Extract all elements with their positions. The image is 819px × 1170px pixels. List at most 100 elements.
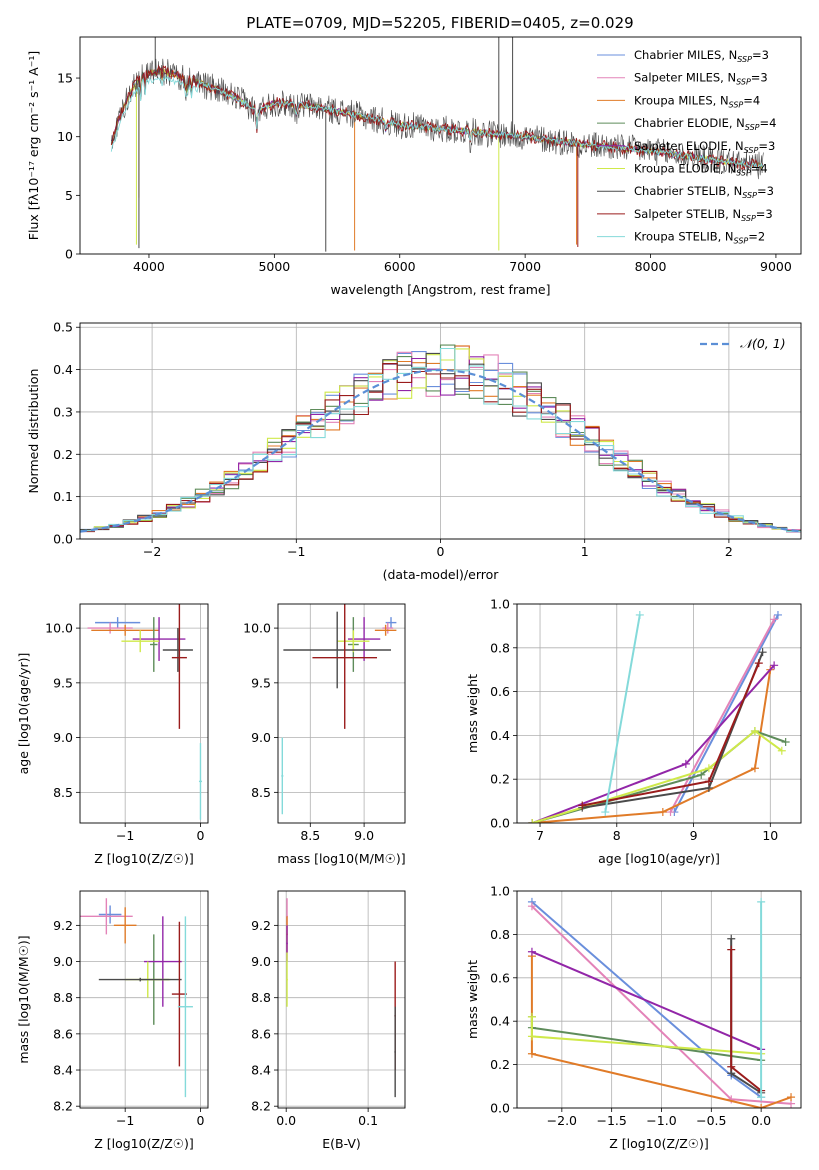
panel-age-vs-Z: −1 0 8.5 9.0 9.5 10.0 Z [log10(Z/Z☉)] age [log1… xyxy=(16,603,209,866)
y-axis-label: mass weight xyxy=(465,674,480,753)
legend-count: =4 xyxy=(760,116,777,130)
axes-frame xyxy=(516,603,802,824)
y-tick-label: 9.0 xyxy=(251,954,271,969)
weight-marker-kroupa_elodie xyxy=(704,764,713,773)
weight-marker-kroupa_miles xyxy=(757,1104,766,1108)
weight-marker-kroupa_miles xyxy=(658,808,667,817)
weight-line-kroupa_stelib xyxy=(604,614,641,813)
weight-marker-kroupa_stelib xyxy=(601,808,610,817)
x-tick-label: −1.5 xyxy=(596,1113,626,1128)
x-tick-label: 2 xyxy=(725,544,733,559)
weight-marker-salpeter_stelib xyxy=(578,801,587,810)
x-tick-label: 0.0 xyxy=(751,1113,771,1128)
x-tick-label: 7 xyxy=(536,828,544,843)
weight-line-kroupa_miles xyxy=(530,956,792,1108)
x-tick-label: 0 xyxy=(196,1113,204,1128)
weight-marker-salpeter_elodie xyxy=(527,947,536,956)
y-axis-label: Flux [fλ10⁻¹⁷ erg cm⁻² s⁻¹ A⁻¹] xyxy=(26,51,41,240)
x-axis-label: Z [log10(Z/Z☉)] xyxy=(94,851,194,866)
weight-line-salpeter_miles xyxy=(669,618,775,813)
x-axis-label: age [log10(age/yr)] xyxy=(598,851,720,866)
y-tick-label: 1.0 xyxy=(490,884,510,899)
axes-frame xyxy=(79,36,802,255)
y-tick-label: 0.5 xyxy=(53,320,73,335)
y-tick-label: 9.2 xyxy=(53,918,73,933)
y-axis-label: Normed distribution xyxy=(26,369,41,494)
y-tick-label: 0.6 xyxy=(490,970,510,985)
y-tick-label: 10 xyxy=(57,129,73,144)
spectrum-line-kroupa_stelib xyxy=(110,75,763,169)
legend-label-chabrier_miles: Chabrier MILES, NSSP=3 xyxy=(634,48,769,64)
legend-subscript: SSP xyxy=(737,55,752,64)
weight-marker-kroupa_miles xyxy=(787,1093,796,1102)
x-axis-label: Z [log10(Z/Z☉)] xyxy=(94,1136,194,1151)
legend-subscript: SSP xyxy=(741,214,756,223)
plot-area xyxy=(281,604,397,815)
axes-frame xyxy=(277,890,406,1109)
x-tick-label: 8.5 xyxy=(300,828,320,843)
panel-weight-vs-Z: −2.0 −1.5 −1.0 −0.5 0.0 0.0 0.2 0.4 0.6 0.8 1.0 Z [… xyxy=(465,884,802,1151)
legend-label-kroupa_stelib: Kroupa STELIB, NSSP=2 xyxy=(634,230,765,246)
legend-name: Kroupa ELODIE, N xyxy=(634,162,736,176)
y-tick-label: 5 xyxy=(65,188,73,203)
y-tick-label: 8.5 xyxy=(251,785,271,800)
y-tick-label: 0.2 xyxy=(490,772,510,787)
y-tick-label: 8.8 xyxy=(251,990,271,1005)
legend-count: =3 xyxy=(758,139,775,153)
x-tick-label: −1 xyxy=(116,1113,134,1128)
weight-marker-kroupa_miles xyxy=(527,1049,536,1058)
weight-marker-salpeter_miles xyxy=(527,902,536,911)
legend-label-chabrier_stelib: Chabrier STELIB, NSSP=3 xyxy=(634,184,774,200)
weight-line-kroupa_elodie xyxy=(532,729,783,823)
weight-marker-salpeter_stelib xyxy=(704,777,713,786)
weight-marker-kroupa_elodie xyxy=(777,746,786,755)
legend-label-salpeter_elodie: Salpeter ELODIE, NSSP=3 xyxy=(634,139,775,155)
legend-count: =3 xyxy=(752,48,769,62)
weight-marker-kroupa_elodie xyxy=(527,1032,536,1041)
plot-area xyxy=(80,898,193,1098)
weight-marker-salpeter_miles xyxy=(770,615,779,624)
legend-subscript: SSP xyxy=(734,237,749,246)
y-tick-label: 8.6 xyxy=(53,1026,73,1041)
y-tick-label: 0.0 xyxy=(490,816,510,831)
y-tick-label: 10.0 xyxy=(45,621,73,636)
legend-subscript: SSP xyxy=(742,191,757,200)
y-tick-label: 8.5 xyxy=(53,785,73,800)
y-tick-label: 0.8 xyxy=(490,927,510,942)
panel-spectrum: 4000 5000 6000 7000 8000 9000 0 5 10 15 wavelength… xyxy=(26,36,802,297)
x-axis-label: E(B-V) xyxy=(322,1136,361,1151)
y-tick-label: 8.8 xyxy=(53,990,73,1005)
y-tick-label: 0.2 xyxy=(53,447,73,462)
weight-marker-chabrier_elodie xyxy=(781,737,790,746)
legend-name: Kroupa MILES, N xyxy=(634,93,729,107)
panel-mass-vs-Z: −1 0 8.2 8.4 8.6 8.8 9.0 9.2 Z [log10(Z/Z☉)] mass… xyxy=(16,890,209,1151)
weight-marker-kroupa_stelib xyxy=(757,1093,766,1102)
x-tick-label: 9.0 xyxy=(354,828,374,843)
x-tick-label: 9000 xyxy=(760,259,792,274)
legend-label-salpeter_stelib: Salpeter STELIB, NSSP=3 xyxy=(634,207,773,223)
x-tick-label: 9 xyxy=(690,828,698,843)
legend-name: Salpeter STELIB, N xyxy=(634,207,741,221)
axes-frame xyxy=(79,603,209,824)
axes-frame xyxy=(277,603,406,824)
plot-area xyxy=(286,898,396,1098)
legend-subscript: SSP xyxy=(745,123,760,132)
axes-frame xyxy=(79,890,209,1109)
weight-marker-salpeter_stelib xyxy=(727,1062,736,1071)
y-tick-label: 0 xyxy=(65,247,73,262)
plot-area xyxy=(527,897,796,1108)
weight-marker-kroupa_elodie xyxy=(528,819,537,823)
x-tick-label: 0.1 xyxy=(358,1113,378,1128)
legend-label-kroupa_elodie: Kroupa ELODIE, NSSP=4 xyxy=(634,162,768,178)
plot-area xyxy=(110,37,764,252)
weight-marker-chabrier_miles xyxy=(773,610,782,619)
weight-marker-chabrier_elodie xyxy=(697,770,706,779)
normal-curve xyxy=(80,368,801,533)
legend-count: =3 xyxy=(757,184,774,198)
weight-marker-kroupa_stelib xyxy=(635,610,644,619)
axes-frame xyxy=(79,322,802,540)
weight-line-salpeter_elodie xyxy=(531,950,762,1051)
weight-line-chabrier_miles xyxy=(673,614,779,813)
y-tick-label: 0.3 xyxy=(53,404,73,419)
y-tick-label: 8.4 xyxy=(251,1063,271,1078)
